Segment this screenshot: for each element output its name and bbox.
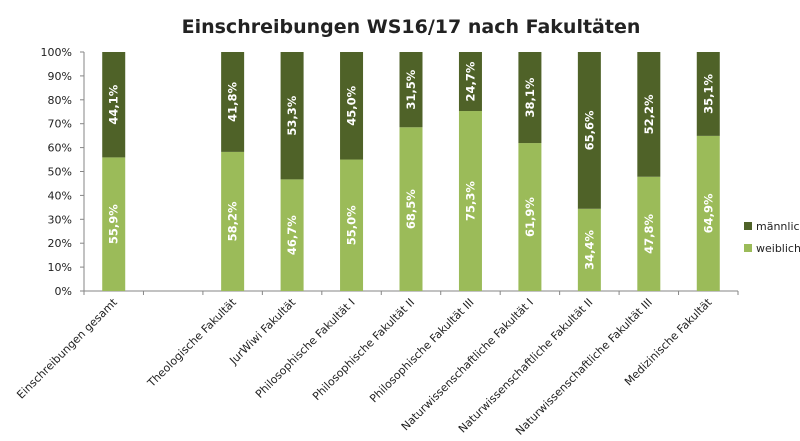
bar-segment-weiblich [577, 208, 601, 291]
y-tick-label: 90% [48, 70, 72, 83]
category-label: Einschreibungen gesamt [14, 295, 120, 401]
y-tick-label: 0% [55, 285, 72, 298]
data-label: 35,1% [701, 74, 715, 114]
bar-segment-weiblich [102, 157, 126, 291]
bar-segment-maennlich [399, 52, 423, 128]
data-label: 61,9% [523, 197, 537, 237]
category-label: Philosophische Fakultät III [367, 296, 476, 405]
category-label: Philosophische Fakultät I [253, 296, 358, 401]
data-label: 44,1% [107, 84, 121, 124]
legend-swatch [744, 222, 752, 230]
data-label: 68,5% [404, 189, 418, 229]
data-label: 55,9% [107, 204, 121, 244]
bar-segment-maennlich [340, 52, 364, 160]
data-label: 65,6% [582, 110, 596, 150]
data-label: 53,3% [285, 95, 299, 135]
y-tick-label: 10% [48, 261, 72, 274]
data-label: 45,0% [345, 85, 359, 125]
data-label: 52,2% [642, 94, 656, 134]
y-tick-label: 50% [48, 166, 72, 179]
bar-segment-weiblich [518, 143, 542, 291]
bar-segment-maennlich [280, 52, 304, 180]
category-label: Naturwissenschaftliche Fakultät I [399, 296, 536, 433]
y-tick-label: 30% [48, 213, 72, 226]
y-tick-label: 20% [48, 237, 72, 250]
y-tick-label: 80% [48, 94, 72, 107]
bar-segment-maennlich [102, 52, 126, 158]
bar-segment-weiblich [221, 151, 245, 291]
bar-segment-weiblich [340, 159, 364, 291]
legend-swatch [744, 244, 752, 252]
data-label: 58,2% [226, 201, 240, 241]
data-label: 24,7% [463, 61, 477, 101]
bars-layer: 55,9% 44,1% 58,2% 41,8% 46,7% 53,3% 55,0% 45,0%… [102, 52, 720, 292]
bar-segment-weiblich [458, 111, 482, 292]
data-label: 31,5% [404, 69, 418, 109]
data-label: 55,0% [345, 205, 359, 245]
bar-segment-weiblich [399, 127, 423, 291]
bar-segment-maennlich [221, 52, 245, 152]
bar-segment-maennlich [458, 52, 482, 112]
bar-segment-maennlich [637, 52, 661, 177]
category-label: Philosophische Fakultät II [310, 296, 417, 403]
axes-layer: 0% 10% 20% 30% 40% 50% 60% 70% 80% 90% 100% [41, 46, 739, 298]
y-tick-label: 60% [48, 142, 72, 155]
y-tick-label: 100% [41, 46, 72, 59]
y-tick-label: 40% [48, 189, 72, 202]
legend-label: männlich [756, 220, 800, 233]
data-label: 41,8% [226, 82, 240, 122]
data-label: 38,1% [523, 77, 537, 117]
chart-title: Einschreibungen WS16/17 nach Fakultäten [182, 16, 641, 38]
category-label: Naturwissenschaftliche Fakultät II [456, 296, 596, 436]
legend-label: weiblich [756, 242, 800, 255]
data-label: 75,3% [463, 181, 477, 221]
data-label: 64,9% [701, 193, 715, 233]
data-label: 34,4% [582, 229, 596, 269]
bar-segment-maennlich [518, 52, 542, 144]
data-label: 46,7% [285, 215, 299, 255]
bar-segment-maennlich [696, 52, 720, 136]
category-labels-layer: Einschreibungen gesamt Theologische Fakul… [14, 295, 715, 437]
bar-segment-weiblich [280, 179, 304, 291]
data-label: 47,8% [642, 213, 656, 253]
y-tick-label: 70% [48, 118, 72, 131]
category-label: Theologische Fakultät [144, 295, 239, 390]
bar-segment-weiblich [637, 176, 661, 291]
bar-segment-maennlich [577, 52, 601, 209]
legend: männlich weiblich [744, 220, 800, 255]
bar-segment-weiblich [696, 135, 720, 291]
